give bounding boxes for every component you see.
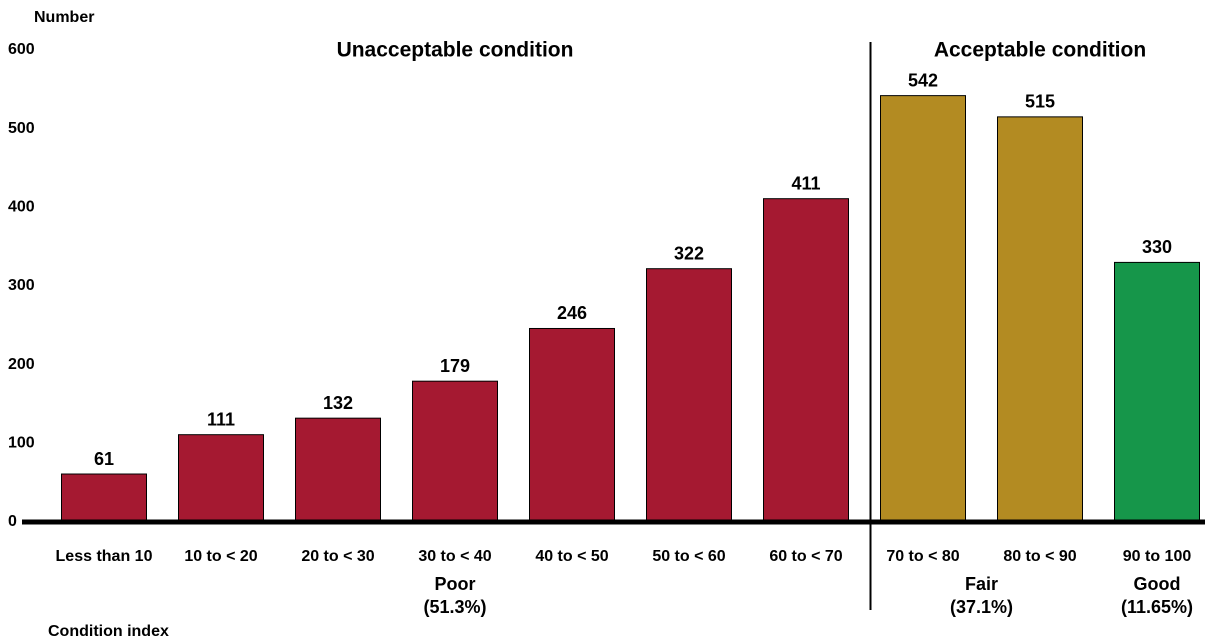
x-axis-label: Condition index <box>48 623 169 640</box>
group-label: Poor <box>434 574 475 594</box>
bar <box>880 95 966 523</box>
bar <box>763 198 849 523</box>
y-tick-label: 600 <box>8 41 35 58</box>
x-tick-label: 70 to < 80 <box>886 548 959 565</box>
bar <box>529 327 615 523</box>
y-tick-label: 500 <box>8 120 35 137</box>
section-title: Unacceptable condition <box>337 39 574 62</box>
value-label: 61 <box>94 449 114 469</box>
group-share: (11.65%) <box>1121 597 1193 617</box>
group-label: Fair <box>965 574 998 594</box>
y-tick-label: 200 <box>8 356 35 373</box>
x-tick-label: 20 to < 30 <box>301 548 374 565</box>
value-label: 515 <box>1025 92 1055 112</box>
bar <box>61 473 147 523</box>
bar <box>178 434 264 523</box>
value-label: 179 <box>440 356 470 376</box>
bar <box>997 116 1083 523</box>
x-tick-label: 30 to < 40 <box>418 548 491 565</box>
x-tick-label: 80 to < 90 <box>1003 548 1076 565</box>
group-share: (37.1%) <box>950 597 1013 617</box>
y-tick-label: 0 <box>8 513 17 530</box>
value-label: 542 <box>908 70 938 90</box>
y-tick-label: 400 <box>8 199 35 216</box>
group-label: Good <box>1134 574 1181 594</box>
bar <box>1114 261 1200 523</box>
x-tick-label: 40 to < 50 <box>535 548 608 565</box>
value-label: 111 <box>207 409 235 429</box>
y-tick-label: 100 <box>8 435 35 452</box>
x-tick-label: Less than 10 <box>56 548 153 565</box>
y-tick-label: 300 <box>8 277 35 294</box>
x-tick-label: 10 to < 20 <box>184 548 257 565</box>
value-label: 411 <box>791 173 820 193</box>
bar <box>646 268 732 523</box>
x-tick-label: 90 to 100 <box>1123 548 1192 565</box>
x-tick-label: 50 to < 60 <box>652 548 725 565</box>
value-label: 132 <box>323 393 353 413</box>
value-label: 246 <box>557 303 587 323</box>
group-share: (51.3%) <box>423 597 486 617</box>
bar <box>295 417 381 523</box>
section-title: Acceptable condition <box>934 39 1146 62</box>
bar <box>412 380 498 523</box>
x-tick-label: 60 to < 70 <box>769 548 842 565</box>
value-label: 330 <box>1142 237 1172 257</box>
value-label: 322 <box>674 243 704 263</box>
y-axis-label: Number <box>34 9 94 26</box>
